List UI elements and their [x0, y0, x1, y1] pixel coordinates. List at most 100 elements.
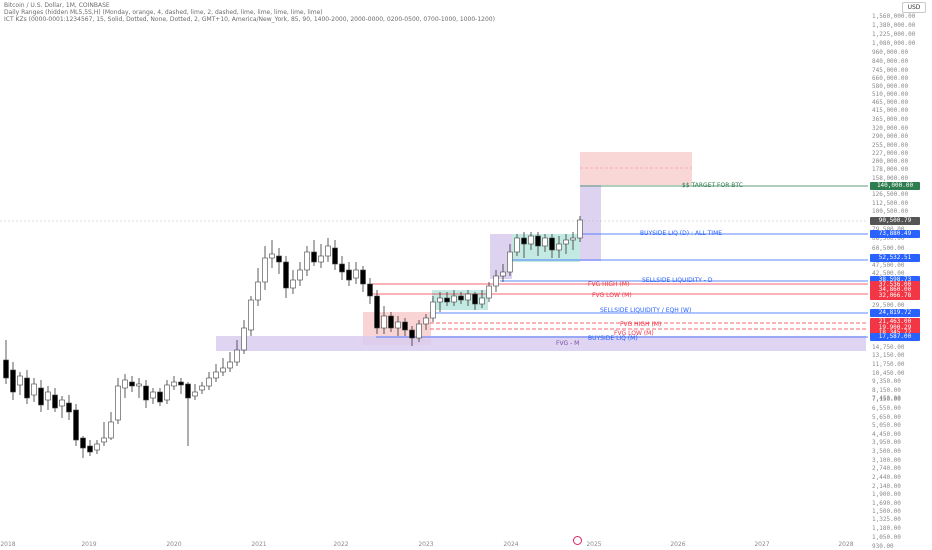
candle-body [143, 385, 149, 401]
chart-legend: Bitcoin / U.S. Dollar, 1M, COINBASE Dail… [4, 2, 495, 23]
price-scale-label: 510,000.00 [872, 91, 909, 98]
candle-body [556, 243, 562, 251]
candle-body [87, 445, 93, 453]
sellside-d-label: SELLSIDE LIQUIDITY - D [642, 277, 713, 284]
premium-box [580, 185, 601, 261]
price-tag: 90,500.79 [870, 217, 920, 225]
price-scale-label: 42,500.00 [872, 270, 905, 277]
candle-body [500, 271, 506, 277]
fvg-high-label-2: FVG HIGH (M) [620, 321, 662, 328]
target-label: $$ TARGET FOR BTC [682, 182, 743, 189]
candle-body [353, 269, 359, 279]
price-tag: 73,880.49 [870, 230, 920, 238]
candle-body [318, 255, 324, 263]
time-axis-label: 2019 [81, 541, 97, 548]
candle-body [157, 391, 163, 403]
price-tag: 140,000.00 [870, 182, 920, 190]
candle-body [416, 323, 422, 339]
price-scale-label: 126,500.00 [872, 191, 909, 198]
price-scale-label: 745,000.00 [872, 67, 909, 74]
candle-body [409, 329, 415, 339]
candle-body [283, 261, 289, 289]
currency-button[interactable]: USD [902, 2, 926, 13]
target-icon[interactable] [573, 536, 582, 545]
candle-body [346, 269, 352, 281]
candle-body [388, 315, 394, 329]
price-tag: 34,860.00 [870, 286, 920, 294]
candle-body [332, 247, 338, 265]
price-scale-label: 290,000.00 [872, 133, 909, 140]
price-scale-label: 1,080,000.00 [872, 40, 916, 47]
price-scale-label: 60,500.00 [872, 245, 905, 252]
price-scale-label: 227,000.00 [872, 150, 909, 157]
sellside-eqh-label: SELLSIDE LIQUIDITY / EQH (W) [600, 307, 692, 314]
candle-body [269, 253, 275, 259]
price-scale-label: 8,150.00 [872, 387, 901, 394]
time-axis-label: 2021 [251, 541, 267, 548]
price-scale-label: 11,750.00 [872, 361, 905, 368]
candle-body [535, 235, 541, 247]
candle-body [577, 219, 583, 239]
box-2024 [490, 234, 512, 279]
candle-body [213, 371, 219, 379]
symbol-title[interactable]: Bitcoin / U.S. Dollar, 1M, COINBASE [4, 2, 110, 9]
fvg-low-label-2: FVG LOW (M) [614, 330, 654, 337]
candle-body [136, 383, 142, 387]
price-scale-label: 158,000.00 [872, 175, 909, 182]
price-tag: 19,900.29 [870, 324, 920, 332]
price-tag: 32,066.78 [870, 292, 920, 300]
candle-body [17, 375, 23, 386]
candle-body [94, 443, 100, 451]
candle-body [395, 321, 401, 329]
candle-body [304, 251, 310, 271]
candle-body [199, 385, 205, 391]
price-scale-label: 1,560,000.00 [872, 13, 916, 20]
time-axis-label: 2026 [670, 541, 686, 548]
candle-body [514, 237, 520, 253]
price-scale-label: 178,000.00 [872, 166, 909, 173]
time-axis-label: 2023 [418, 541, 434, 548]
price-scale-label: 79,500.00 [872, 226, 905, 233]
candle-body [479, 297, 485, 305]
price-scale-label: 4,450.00 [872, 431, 901, 438]
candle-body [276, 255, 282, 263]
indicator-ict-kz[interactable]: ICT KZs (0000-0001:1234567, 15, Solid, D… [4, 16, 495, 23]
candle-body [437, 297, 443, 303]
candle-body [507, 251, 513, 273]
candle-body [241, 327, 247, 351]
price-scale-label: 1,050.00 [872, 534, 901, 541]
candle-body [570, 237, 576, 241]
candle-body [451, 295, 457, 303]
price-scale-label: 14,750.00 [872, 344, 905, 351]
candle-body [227, 361, 233, 369]
candle-body [45, 391, 51, 401]
candle-body [185, 383, 191, 399]
candle-body [374, 295, 380, 329]
candle-body [423, 317, 429, 325]
candle-body [220, 367, 226, 373]
fvg-m-label: FVG - M [556, 340, 580, 347]
price-scale-label: 68,500.00 [872, 235, 905, 242]
price-scale-label: 365,000.00 [872, 116, 909, 123]
candle-body [360, 269, 366, 285]
price-scale-label: 3,500.00 [872, 448, 901, 455]
price-scale-label: 415,000.00 [872, 107, 909, 114]
indicator-daily-ranges[interactable]: Daily Ranges (hidden ML5,5S,H) (Monday, … [4, 9, 323, 16]
price-scale-label: 100,500.00 [872, 208, 909, 215]
candle-body [563, 239, 569, 245]
price-scale-label: 7,450.00 [872, 395, 901, 402]
candle-body [521, 237, 527, 245]
price-scale-label: 320,000.00 [872, 125, 909, 132]
price-scale-label: 1,690.00 [872, 500, 901, 507]
candle-body [108, 421, 114, 439]
candle-body [171, 381, 177, 387]
time-axis-label: 2024 [503, 541, 519, 548]
price-tag: 17,587.00 [870, 333, 920, 341]
candle-body [52, 394, 58, 409]
price-scale-label: 3,100.00 [872, 457, 901, 464]
candle-body [402, 321, 408, 331]
price-scale-label: 1,325.00 [872, 516, 901, 523]
candle-body [178, 381, 184, 386]
